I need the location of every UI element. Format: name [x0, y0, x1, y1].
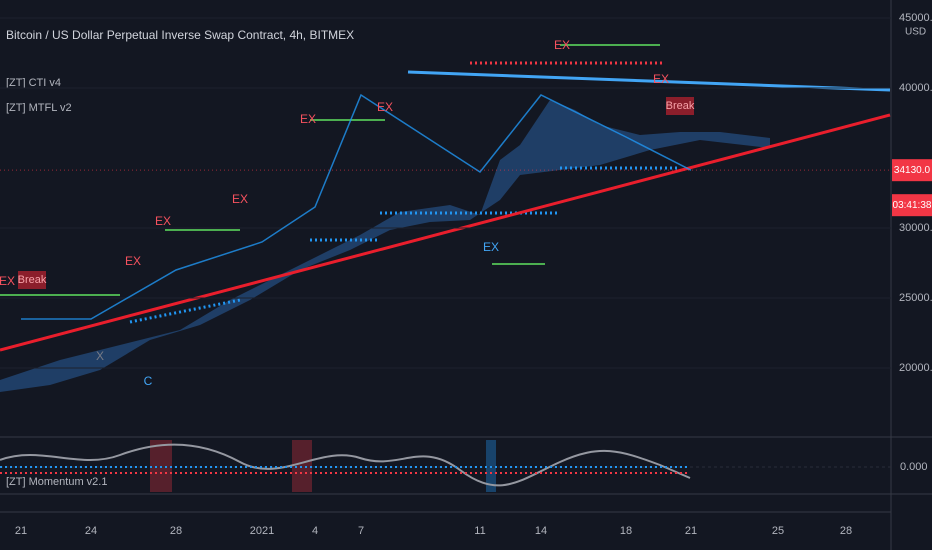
x-tick-label: 14	[535, 525, 547, 537]
annotation: X	[96, 349, 104, 363]
annotation: EX	[653, 72, 669, 86]
countdown-label: 03:41:38	[893, 200, 932, 211]
currency: USD	[905, 27, 926, 38]
x-tick-label: 11	[474, 525, 485, 537]
break-box	[666, 97, 694, 115]
momentum-line	[0, 443, 691, 487]
x-tick-label: 25	[772, 525, 784, 537]
trendline	[407, 70, 891, 92]
cloud	[0, 100, 770, 392]
annotation: EX	[377, 100, 393, 114]
annotation: EX	[554, 38, 570, 52]
y-tick-label: 45000.0	[899, 12, 932, 24]
indicator-label: [ZT] CTI v4	[6, 77, 61, 89]
annotation: C	[144, 374, 153, 388]
x-tick-label: 4	[312, 525, 318, 537]
trendline	[0, 113, 891, 352]
annotation: Break	[666, 100, 695, 112]
y-tick-label: 40000.0	[899, 82, 932, 94]
annotation: EX	[125, 254, 141, 268]
annotation: Break	[18, 274, 47, 286]
price-tag-label: 34130.0	[894, 165, 931, 176]
y-tick-label: 25000.0	[899, 292, 932, 304]
countdown-box	[892, 194, 932, 217]
x-tick-label: 7	[358, 525, 364, 537]
momentum-tick-label: 0.000	[900, 461, 928, 473]
annotation: EX	[483, 240, 499, 254]
annotation: EX	[232, 192, 248, 206]
indicator-label: [ZT] MTFL v2	[6, 102, 72, 114]
x-tick-label: 28	[170, 525, 182, 537]
y-tick-label: 20000.0	[899, 362, 932, 374]
decor	[0, 44, 891, 392]
annotation: EX	[155, 214, 171, 228]
y-tick-label: 30000.0	[899, 222, 932, 234]
x-tick-label: 21	[15, 525, 27, 537]
x-tick-label: 28	[840, 525, 852, 537]
momentum-title: [ZT] Momentum v2.1	[6, 476, 107, 488]
price-tag-box	[892, 159, 932, 182]
x-tick-label: 18	[620, 525, 632, 537]
x-tick-label: 2021	[250, 525, 274, 537]
annotation: EX	[0, 274, 15, 288]
level	[129, 298, 241, 324]
price-line	[21, 93, 692, 320]
x-tick-label: 24	[85, 525, 97, 537]
chart-title: Bitcoin / US Dollar Perpetual Inverse Sw…	[6, 28, 354, 42]
break-box	[18, 271, 46, 289]
annotation: EX	[300, 112, 316, 126]
x-tick-label: 21	[685, 525, 697, 537]
